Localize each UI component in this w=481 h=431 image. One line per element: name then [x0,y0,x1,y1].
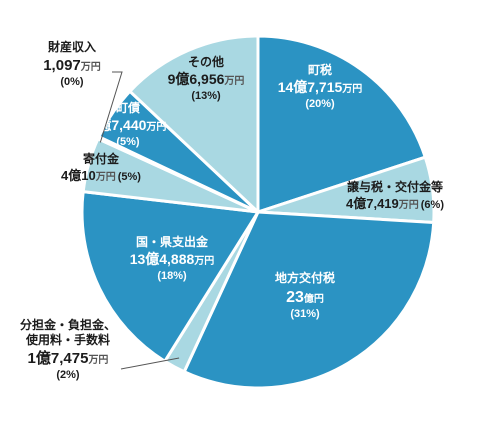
slice-name-machizei: 町税 [308,62,332,77]
slice-label-chihokoufuzei: 地方交付税 23億円 (31%) [275,270,335,320]
slice-amount-jouyozei: 4億7,419万円 (6%) [346,196,444,211]
slice-name-kifukin: 寄付金 [83,151,120,166]
pie-slice-machizei [256,34,427,214]
slice-label-kokuken: 国・県支出金 13億4,888万円 (18%) [130,234,215,282]
slice-percent-bunntankin: (2%) [56,369,80,381]
slice-amount-kifukin: 4億10万円 (5%) [61,168,141,183]
slice-percent-sonota: (13%) [191,90,221,102]
leader-line-bunntankin [120,357,180,370]
slice-percent-kokuken: (18%) [157,270,187,282]
slice-label-jouyozei: 譲与税・交付金等 4億7,419万円 (6%) [346,179,444,211]
slice-name-jouyozei: 譲与税・交付金等 [347,179,443,194]
slice-percent-zaisan: (0%) [60,76,84,88]
slice-label-chousai: 町債 3億7,440万円 (5%) [90,100,167,148]
slice-label-sonota: その他 9億6,956万円 (13%) [168,54,245,102]
slice-name-sonota: その他 [188,54,224,69]
pie-slice-sonota [128,34,260,214]
slice-name-bunntankin: 分担金・負担金、 [20,317,116,332]
pie-slice-chihokoufuzei [182,210,436,390]
slice-amount-machizei: 14億7,715万円 [278,79,363,95]
pie-slice-kokuken [80,190,260,363]
slice-amount-kokuken: 13億4,888万円 [130,251,215,267]
slice-amount-sonota: 9億6,956万円 [168,71,245,87]
slice-name-chousai: 町債 [116,100,140,115]
slice-name-chihokoufuzei: 地方交付税 [275,270,335,285]
slice-name-kokuken: 国・県支出金 [136,234,209,249]
slice-label-bunntankin: 分担金・負担金、使用料・手数料 1億7,475万円 (2%) [20,317,116,381]
slice-label-kifukin: 寄付金 4億10万円 (5%) [61,151,141,183]
slice-label-zaisan: 財産収入 1,097万円 (0%) [43,39,101,88]
slice-percent-machizei: (20%) [305,98,335,110]
slice-name-bunntankin: 使用料・手数料 [25,332,110,347]
slice-name-zaisan: 財産収入 [47,39,96,54]
slice-amount-zaisan: 1,097万円 [43,57,101,74]
slice-amount-chihokoufuzei: 23億円 [286,289,324,306]
leader-line-zaisan [99,71,123,143]
slice-label-machizei: 町税 14億7,715万円 (20%) [278,62,363,110]
slice-amount-bunntankin: 1億7,475万円 [28,349,109,367]
slice-amount-chousai: 3億7,440万円 [90,117,167,133]
slice-percent-chousai: (5%) [116,136,140,148]
slice-percent-chihokoufuzei: (31%) [290,308,320,320]
